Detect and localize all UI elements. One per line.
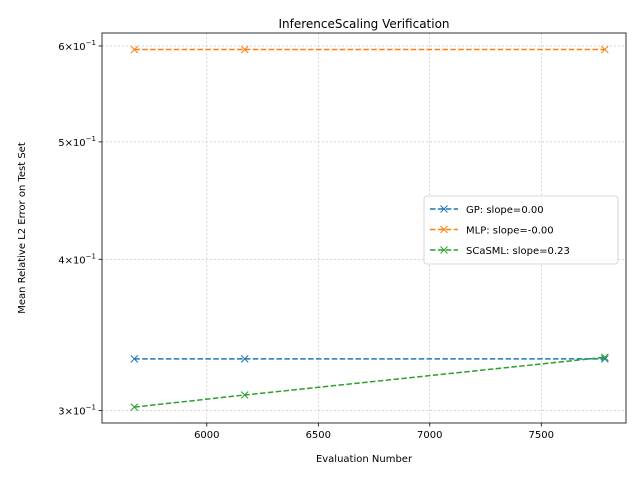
grid-lines — [102, 33, 626, 423]
data-point — [240, 355, 249, 363]
data-point-marker — [130, 403, 139, 411]
legend: GP: slope=0.00 MLP: slope=-0.00 SCaSML: sl… — [423, 195, 619, 265]
y-tick-label: 6×10−1 — [58, 39, 96, 53]
legend-label: MLP: slope=-0.00 — [466, 226, 554, 237]
y-tick-label: 5×10−1 — [58, 135, 96, 149]
data-point — [130, 45, 139, 54]
series-group — [130, 45, 609, 411]
x-tick-label: 6500 — [306, 430, 331, 441]
data-point — [600, 45, 609, 54]
data-point-marker — [130, 45, 139, 54]
data-point-marker — [130, 355, 139, 363]
legend-marker — [440, 225, 448, 234]
chart-title: InferenceScaling Verification — [278, 17, 449, 31]
series-2 — [130, 353, 609, 411]
axis-ticks: 6000 6500 7000 7500 3×10−1 4×10−1 5×10−1 6×10−1 — [58, 39, 554, 441]
data-point — [240, 391, 249, 399]
data-point — [130, 355, 139, 363]
series-0 — [130, 355, 609, 363]
data-point-marker — [240, 391, 249, 399]
legend-marker — [440, 205, 448, 213]
data-point — [600, 353, 609, 362]
legend-label: SCaSML: slope=0.23 — [466, 246, 570, 257]
series-1 — [130, 45, 609, 54]
legend-box — [423, 195, 619, 265]
legend-entry-2: SCaSML: slope=0.23 — [430, 246, 570, 257]
data-point-marker — [240, 355, 249, 363]
data-point — [240, 45, 249, 54]
data-point — [130, 403, 139, 411]
y-tick-label: 4×10−1 — [58, 252, 96, 266]
legend-marker — [440, 246, 448, 254]
y-axis-label: Mean Relative L2 Error on Test Set — [17, 142, 28, 314]
data-point-marker — [240, 45, 249, 54]
x-tick-label: 7000 — [417, 430, 442, 441]
data-point-marker — [600, 355, 609, 363]
legend-entry-0: GP: slope=0.00 — [430, 205, 544, 216]
x-tick-label: 7500 — [529, 430, 554, 441]
x-axis-label: Evaluation Number — [316, 454, 413, 465]
legend-label: GP: slope=0.00 — [466, 205, 544, 216]
data-point-marker — [600, 45, 609, 54]
data-point-marker — [600, 353, 609, 362]
x-tick-label: 6000 — [194, 430, 219, 441]
y-tick-label: 3×10−1 — [58, 404, 96, 418]
data-point — [600, 355, 609, 363]
legend-entry-1: MLP: slope=-0.00 — [430, 226, 554, 237]
plot-area-frame — [101, 32, 627, 424]
